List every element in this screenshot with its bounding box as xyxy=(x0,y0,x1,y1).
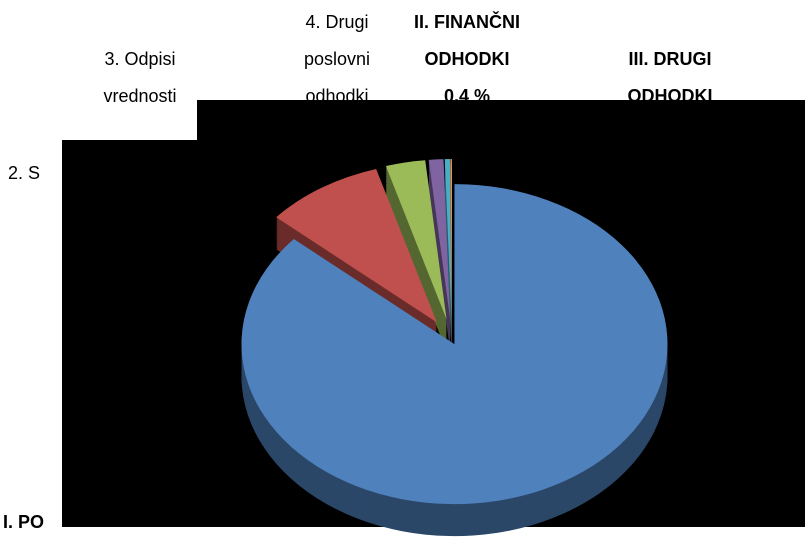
slice xyxy=(444,159,452,320)
slice-label: 3. Odpisi vrednosti xyxy=(85,41,195,115)
slice xyxy=(241,184,668,505)
cover xyxy=(197,100,805,140)
category-name: II. FINANČNI ODHODKI xyxy=(414,12,520,69)
slice-label: 2. S xyxy=(8,155,88,192)
slice xyxy=(428,159,451,320)
category-name: I. PO xyxy=(3,512,45,532)
slice xyxy=(450,159,452,320)
category-name: 2. S xyxy=(8,163,41,183)
slice-label: I. PO xyxy=(3,504,83,541)
category-name: 3. Odpisi vrednosti xyxy=(103,49,177,106)
slice xyxy=(276,168,437,323)
slice xyxy=(385,160,447,320)
